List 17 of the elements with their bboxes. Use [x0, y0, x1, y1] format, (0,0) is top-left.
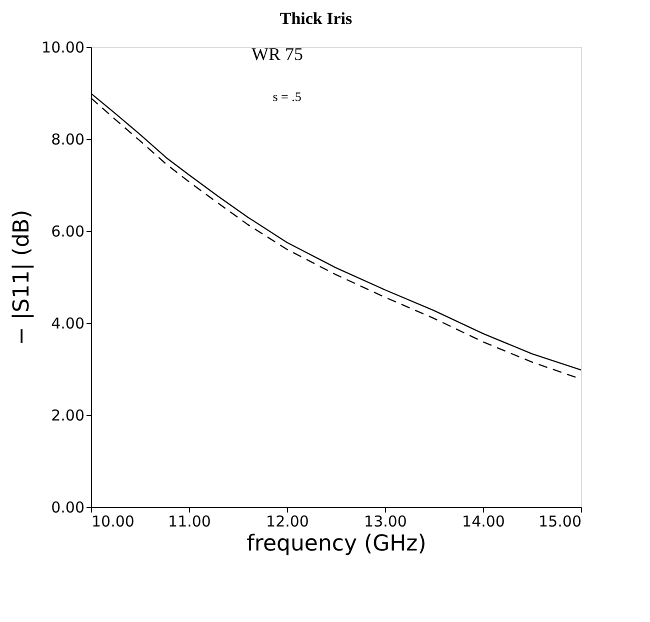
y-tick-label: 8.00: [51, 130, 84, 148]
annotation: s = .5: [272, 89, 302, 104]
x-tick-label: 11.00: [168, 512, 211, 530]
x-tick-label: 14.00: [462, 512, 505, 530]
y-tick-label: 0.00: [51, 498, 84, 516]
chart-title: Thick Iris: [280, 9, 353, 28]
x-tick-label: 15.00: [538, 512, 582, 530]
y-tick-label: 6.00: [51, 222, 84, 240]
x-axis-title: frequency (GHz): [246, 532, 426, 556]
y-axis-title: − |S11| (dB): [10, 210, 35, 346]
annotation: WR 75: [251, 44, 303, 64]
y-tick-label: 10.00: [42, 38, 84, 56]
x-tick-label: 13.00: [364, 512, 407, 530]
y-tick-label: 2.00: [51, 406, 84, 424]
y-tick-label: 4.00: [51, 314, 84, 332]
x-tick-label: 12.00: [266, 512, 309, 530]
x-tick-label: 10.00: [92, 512, 134, 530]
